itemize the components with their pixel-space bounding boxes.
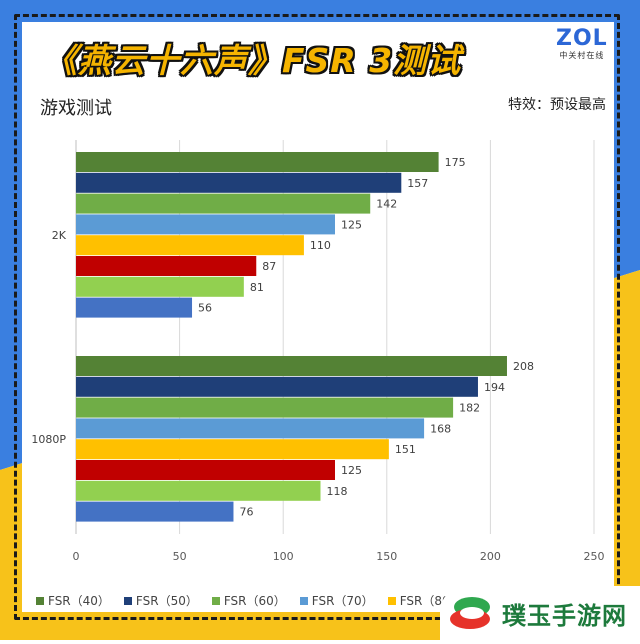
- bar: [76, 172, 402, 193]
- data-label: 168: [430, 422, 451, 435]
- data-label: 76: [239, 506, 253, 519]
- data-label: 151: [395, 443, 416, 456]
- chart-subtitle: 游戏测试: [40, 98, 112, 119]
- data-label: 87: [262, 260, 276, 273]
- zol-logo: ZOL 中关村在线: [556, 28, 608, 61]
- category-label: 1080P: [31, 433, 66, 446]
- bar: [76, 376, 478, 397]
- data-label: 125: [341, 464, 362, 477]
- data-label: 208: [513, 360, 534, 373]
- logo-text: ZOL: [556, 26, 608, 51]
- legend-item: FSR（50）: [123, 592, 198, 609]
- logo-subtext: 中关村在线: [559, 51, 605, 60]
- page-title: 《燕云十六声》FSR 3测试: [44, 41, 462, 80]
- bar: [76, 235, 304, 256]
- bar: [76, 480, 321, 501]
- effects-setting: 特效：预设最高: [508, 97, 606, 113]
- data-label: 175: [445, 156, 466, 169]
- legend-label: FSR（60）: [223, 594, 286, 608]
- legend-swatch: [299, 596, 308, 605]
- data-label: 81: [250, 281, 264, 294]
- legend-item: FSR（40）: [36, 592, 110, 609]
- x-tick-label: 250: [584, 550, 605, 563]
- bar: [76, 152, 439, 172]
- legend-item: FSR（60）: [211, 592, 286, 609]
- bar: [76, 439, 389, 460]
- watermark-text: 璞玉手游网: [502, 601, 627, 630]
- data-label: 142: [376, 198, 397, 211]
- legend-label: FSR（70）: [311, 594, 374, 608]
- bar: [76, 418, 425, 439]
- bar: [76, 256, 257, 276]
- x-tick-label: 200: [480, 550, 501, 563]
- bar: [76, 297, 193, 318]
- legend-swatch: [211, 596, 220, 605]
- legend-swatch: [123, 596, 132, 605]
- legend-swatch: [36, 596, 44, 605]
- legend-label: FSR（50）: [135, 594, 198, 608]
- data-label: 110: [310, 239, 331, 252]
- data-label: 118: [326, 485, 347, 498]
- bar: [76, 276, 244, 297]
- watermark: 璞玉手游网: [440, 586, 640, 640]
- logo-main-text: ZOL: [556, 28, 608, 50]
- bar: [76, 501, 234, 522]
- bar: [76, 460, 335, 480]
- data-label: 182: [459, 402, 480, 415]
- bar: [76, 214, 335, 235]
- data-label: 157: [407, 177, 428, 190]
- legend-item: FSR（70）: [299, 592, 374, 609]
- x-tick-label: 100: [273, 550, 294, 563]
- watermark-leaf-icon: [446, 591, 498, 635]
- data-label: 56: [198, 302, 212, 315]
- bar: [76, 397, 454, 418]
- chart-legend: FSR（40）FSR（50）FSR（60）FSR（70）FSR（80）FSR: [36, 592, 510, 609]
- x-tick-label: 50: [173, 550, 187, 563]
- data-label: 194: [484, 381, 505, 394]
- dashed-border: [14, 14, 620, 620]
- legend-swatch: [387, 596, 396, 605]
- bar: [76, 193, 371, 214]
- data-label: 125: [341, 218, 362, 231]
- x-tick-label: 150: [376, 550, 397, 563]
- x-tick-label: 0: [73, 550, 80, 563]
- category-label: 2K: [52, 229, 67, 242]
- legend-label: FSR（40）: [48, 594, 110, 608]
- bar: [76, 356, 507, 376]
